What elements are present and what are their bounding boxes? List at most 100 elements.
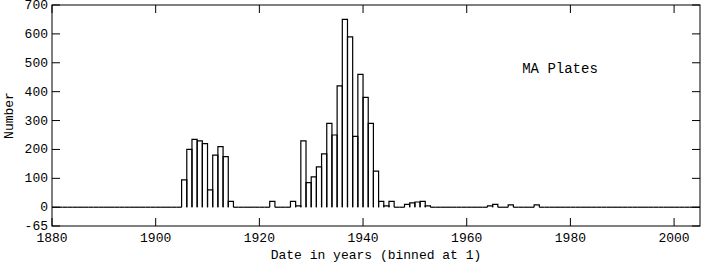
histogram-bin: [125, 207, 130, 208]
histogram-bin: [524, 207, 529, 208]
x-tick: [259, 218, 260, 226]
histogram-bin: [78, 207, 83, 208]
histogram-bin: [171, 207, 176, 208]
histogram-bin: [93, 207, 98, 208]
histogram-bin: [239, 207, 244, 208]
histogram-bin: [244, 207, 249, 208]
histogram-bin: [441, 207, 446, 208]
x-tick-label: 1920: [244, 231, 275, 246]
annotation: MA Plates: [522, 61, 598, 77]
y-tick-label: 0: [40, 200, 48, 215]
histogram-bin: [498, 207, 503, 208]
histogram-bin: [166, 207, 171, 208]
histogram-bin: [218, 147, 223, 208]
x-tick-label: 2000: [658, 231, 689, 246]
histogram-bin: [612, 207, 617, 208]
histogram-bin: [176, 207, 181, 208]
histogram-bin: [156, 207, 161, 208]
x-tick: [466, 218, 467, 226]
histogram-bin: [653, 207, 658, 208]
histogram-bin: [363, 97, 368, 207]
histogram-bin: [679, 207, 684, 208]
histogram-bin: [389, 201, 394, 207]
x-tick-top: [674, 5, 675, 13]
y-tick: [52, 62, 60, 63]
histogram-bin: [607, 207, 612, 208]
histogram-bin: [259, 207, 264, 208]
y-tick-right: [692, 5, 700, 6]
histogram-bin: [322, 154, 327, 207]
y-tick-right: [692, 120, 700, 121]
histogram-bin: [182, 180, 187, 207]
histogram-bin: [130, 207, 135, 208]
histogram-bin: [544, 207, 549, 208]
histogram-bin: [290, 201, 295, 207]
histogram-bin: [358, 74, 363, 207]
x-tick-label: 1900: [140, 231, 171, 246]
y-tick-right: [692, 91, 700, 92]
plot-frame: [52, 5, 700, 226]
histogram-bin: [627, 207, 632, 208]
histogram-bin: [555, 207, 560, 208]
histogram-bin: [617, 207, 622, 208]
histogram-bin: [145, 207, 150, 208]
x-tick-top: [52, 5, 53, 13]
histogram-bin: [462, 207, 467, 208]
histogram-bin: [68, 207, 73, 208]
histogram-bin: [684, 207, 689, 208]
histogram-bin: [119, 207, 124, 208]
histogram-bin: [270, 201, 275, 207]
histogram-bin: [301, 141, 306, 207]
y-tick-label: -65: [25, 219, 48, 234]
y-tick: [52, 120, 60, 121]
histogram-bin: [477, 207, 482, 208]
histogram-bin: [576, 207, 581, 208]
y-tick: [52, 178, 60, 179]
histogram-bin: [192, 139, 197, 207]
histogram-bin: [420, 201, 425, 207]
histogram-bin: [62, 207, 67, 208]
histogram-bin: [410, 203, 415, 207]
histogram-bin: [539, 207, 544, 208]
x-axis-label: Date in years (binned at 1): [271, 248, 482, 263]
y-tick-label: 100: [25, 171, 48, 186]
histogram-bin: [638, 207, 643, 208]
histogram-bin: [493, 204, 498, 207]
histogram-bin: [327, 123, 332, 207]
histogram: [52, 19, 700, 207]
histogram-bin: [430, 207, 435, 208]
histogram-bin: [187, 149, 192, 207]
histogram-bin: [249, 207, 254, 208]
histogram-bin: [425, 206, 430, 207]
histogram-bin: [379, 201, 384, 207]
x-tick-label: 1940: [347, 231, 378, 246]
histogram-bin: [508, 205, 513, 207]
histogram-bin: [565, 207, 570, 208]
histogram-bin: [384, 206, 389, 207]
histogram-bin: [202, 144, 207, 208]
histogram-bin: [633, 207, 638, 208]
histogram-bin: [659, 207, 664, 208]
y-tick: [52, 91, 60, 92]
y-tick-right: [692, 207, 700, 208]
histogram-bin: [664, 207, 669, 208]
y-tick: [52, 33, 60, 34]
histogram-bin: [482, 207, 487, 208]
histogram-bin: [280, 207, 285, 208]
histogram-bin: [254, 207, 259, 208]
x-tick: [570, 218, 571, 226]
x-tick-label: 1980: [555, 231, 586, 246]
histogram-bin: [135, 207, 140, 208]
histogram-bin: [150, 207, 155, 208]
histogram-bin: [88, 207, 93, 208]
histogram-bin: [213, 155, 218, 207]
histogram-bin: [275, 207, 280, 208]
histogram-bin: [622, 207, 627, 208]
x-tick: [52, 218, 53, 226]
y-tick-label: 600: [25, 27, 48, 42]
histogram-bin: [311, 177, 316, 207]
y-tick: [52, 207, 60, 208]
histogram-bin: [586, 207, 591, 208]
x-tick-top: [466, 5, 467, 13]
histogram-bin: [519, 207, 524, 208]
